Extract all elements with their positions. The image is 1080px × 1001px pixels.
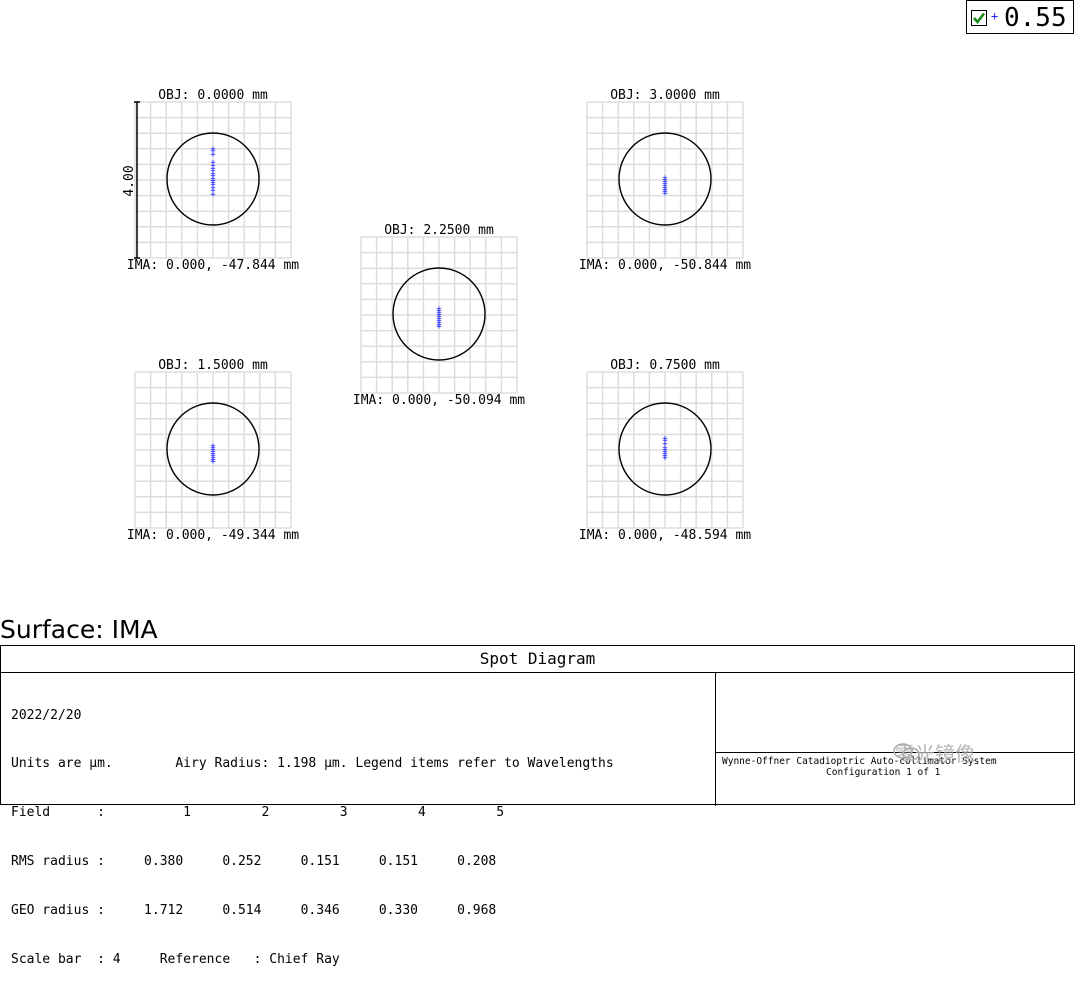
spot-point: +: [436, 316, 442, 326]
ima-label: IMA: 0.000, -47.844 mm: [127, 258, 299, 273]
spot-point: +: [662, 176, 668, 186]
info-units: Units are µm. Airy Radius: 1.198 µm. Leg…: [11, 756, 614, 772]
spot-point: +: [210, 176, 216, 186]
spot-point: +: [436, 307, 442, 317]
spot-point: +: [436, 320, 442, 330]
spot-point: +: [662, 440, 668, 450]
info-title: Spot Diagram: [1, 646, 1074, 673]
spot-point: +: [662, 451, 668, 461]
spot-point: +: [662, 177, 668, 187]
spot-point: +: [662, 185, 668, 195]
info-geo-row: GEO radius : 1.712 0.514 0.346 0.330 0.9…: [11, 903, 497, 919]
spot-point: +: [662, 447, 668, 457]
airy-disk-circle: [166, 132, 260, 226]
obj-label: OBJ: 3.0000 mm: [610, 88, 720, 103]
airy-disk-circle: [618, 402, 712, 496]
spot-point: +: [210, 190, 216, 200]
spot-point: +: [436, 305, 442, 315]
ima-label: IMA: 0.000, -49.344 mm: [127, 528, 299, 543]
airy-disk-circle: [618, 132, 712, 226]
spot-point: +: [210, 451, 216, 461]
scale-bar: 4.00: [122, 101, 140, 259]
spot-point: +: [210, 457, 216, 467]
spot-point: +: [210, 164, 216, 174]
spot-point: +: [436, 309, 442, 319]
obj-label: OBJ: 0.0000 mm: [158, 88, 268, 103]
info-field-row: Field : 1 2 3 4 5: [11, 805, 505, 821]
spot-point: +: [210, 186, 216, 196]
ima-label: IMA: 0.000, -50.094 mm: [353, 393, 525, 408]
spot-point: +: [210, 453, 216, 463]
spot-point: +: [210, 146, 216, 156]
wechat-logo-icon: [893, 743, 920, 761]
info-scale-row: Scale bar : 4 Reference : Chief Ray: [11, 952, 340, 968]
info-panel: Spot Diagram 2022/2/20 Units are µm. Air…: [0, 645, 1075, 967]
spot-point: +: [662, 444, 668, 454]
system-name: Wynne-Offner Catadioptric Auto-collimato…: [722, 756, 997, 767]
spot-point: +: [210, 175, 216, 185]
spot-point: +: [210, 161, 216, 171]
spot-point: +: [210, 144, 216, 154]
spot-point: +: [210, 180, 216, 190]
obj-label: OBJ: 0.7500 mm: [610, 358, 720, 373]
spot-point: +: [210, 170, 216, 180]
info-date: 2022/2/20: [11, 707, 82, 723]
airy-disk-circle: [166, 402, 260, 496]
airy-disk-circle: [392, 267, 486, 361]
spot-point: +: [436, 311, 442, 321]
spot-point: +: [662, 436, 668, 446]
spot-point: +: [436, 322, 442, 332]
ima-label: IMA: 0.000, -48.594 mm: [579, 528, 751, 543]
spot-point: +: [662, 446, 668, 456]
spot-point: +: [662, 183, 668, 193]
surface-label: Surface: IMA: [0, 615, 158, 644]
spot-point: +: [662, 181, 668, 191]
spot-point: +: [210, 150, 216, 160]
legend-plus-marker-icon: +: [991, 9, 999, 23]
ima-label: IMA: 0.000, -50.844 mm: [579, 258, 751, 273]
spot-point: +: [662, 174, 668, 184]
spot-point: +: [210, 158, 216, 168]
spot-point: +: [662, 187, 668, 197]
info-text-block: 2022/2/20 Units are µm. Airy Radius: 1.1…: [11, 675, 614, 1001]
spot-point: +: [210, 449, 216, 459]
info-right-bottom: Wynne-Offner Catadioptric Auto-collimato…: [716, 752, 1074, 806]
spot-point: +: [436, 318, 442, 328]
obj-label: OBJ: 1.5000 mm: [158, 358, 268, 373]
obj-label: OBJ: 2.2500 mm: [384, 223, 494, 238]
spot-point: +: [662, 179, 668, 189]
check-icon: [973, 12, 986, 25]
spot-point: +: [210, 442, 216, 452]
legend-checkbox[interactable]: [971, 10, 987, 26]
scale-bar-label: 4.00: [122, 165, 137, 196]
configuration-label: Configuration 1 of 1: [826, 767, 941, 778]
spot-point: +: [662, 453, 668, 463]
spot-point: +: [210, 447, 216, 457]
legend-wavelength-value: 0.55: [1004, 3, 1067, 33]
spot-point: +: [210, 446, 216, 456]
spot-point: +: [210, 178, 216, 188]
spot-point: +: [210, 172, 216, 182]
wavelength-legend[interactable]: + 0.55: [966, 0, 1074, 34]
spot-point: +: [210, 167, 216, 177]
spot-point: +: [662, 189, 668, 199]
spot-point: +: [210, 455, 216, 465]
info-rms-row: RMS radius : 0.380 0.252 0.151 0.151 0.2…: [11, 854, 497, 870]
spot-point: +: [662, 449, 668, 459]
info-divider: [715, 672, 716, 806]
watermark-text: 零光镜像: [895, 742, 975, 766]
spot-point: +: [210, 183, 216, 193]
spot-point: +: [210, 444, 216, 454]
spot-point: +: [436, 314, 442, 324]
spot-point: +: [436, 312, 442, 322]
spot-point: +: [662, 434, 668, 444]
